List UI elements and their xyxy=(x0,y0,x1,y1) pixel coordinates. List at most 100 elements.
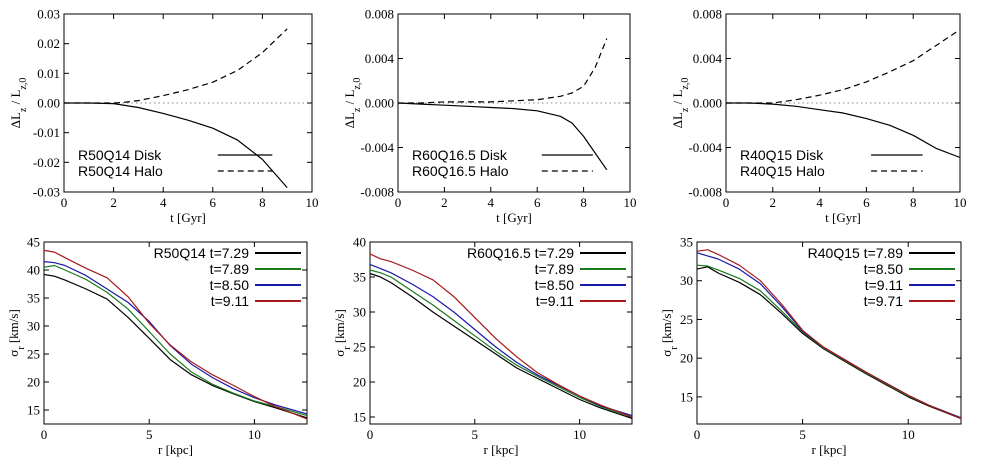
y-tick-label: 40 xyxy=(353,235,366,250)
x-tick-label: 4 xyxy=(160,195,167,210)
x-tick-label: 10 xyxy=(306,195,319,210)
y-label-part: [km/s] xyxy=(332,309,347,346)
y-tick-label: 45 xyxy=(27,235,40,250)
y-tick-label: -0.02 xyxy=(33,155,60,170)
y-label-subscript: z,0 xyxy=(680,78,691,90)
legend-label: R60Q16.5 Halo xyxy=(412,163,509,179)
y-tick-label: 0.00 xyxy=(37,96,60,111)
legend-label: t=7.89 xyxy=(210,261,250,277)
panel-4: 0 5 10 15 20 25 30 35 40 45 r [kpc] σr [km/s] R50Q14… xyxy=(6,235,308,457)
y-label-subscript: z xyxy=(352,107,363,112)
x-tick-label: 10 xyxy=(248,427,261,442)
x-tick-label: 6 xyxy=(534,195,541,210)
x-tick-label: 6 xyxy=(863,195,870,210)
legend-label: t=9.71 xyxy=(864,293,904,309)
y-axis-label: σr [km/s] xyxy=(659,309,680,357)
x-axis-label: r [kpc] xyxy=(811,442,846,457)
y-label-subscript: r xyxy=(342,346,353,350)
y-axis-label: ΔLz / Lz,0 xyxy=(670,78,691,129)
y-tick-label: -0.004 xyxy=(360,140,394,155)
series-line-1 xyxy=(696,266,962,420)
y-axis-label: σr [km/s] xyxy=(332,309,353,357)
x-tick-label: 8 xyxy=(910,195,917,210)
x-tick-label: 5 xyxy=(799,427,806,442)
y-tick-label: 15 xyxy=(27,403,40,418)
legend-label: R50Q14 Disk xyxy=(78,147,162,163)
legend-label: t=8.50 xyxy=(535,277,575,293)
x-tick-label: 0 xyxy=(367,427,374,442)
y-label-subscript: r xyxy=(669,346,680,350)
series-line-3 xyxy=(369,263,633,417)
y-label-part: [km/s] xyxy=(6,309,21,346)
y-label-part: / L xyxy=(8,90,23,108)
y-label-subscript: z,0 xyxy=(352,78,363,90)
y-label-part: σ xyxy=(6,350,21,357)
panel-1: 0 2 4 6 8 10 -0.03 -0.02 -0.01 0.00 0.01 0.02 0.03 t … xyxy=(8,7,319,226)
series-line-2 xyxy=(696,264,962,419)
x-tick-label: 0 xyxy=(723,195,730,210)
series-line-4 xyxy=(369,253,633,418)
legend-label: t=7.89 xyxy=(535,261,575,277)
y-label-part: σ xyxy=(332,350,347,357)
plot-frame xyxy=(369,241,633,425)
x-tick-label: 2 xyxy=(770,195,777,210)
x-axis-label: r [kpc] xyxy=(483,442,518,457)
legend-label: R50Q14 Halo xyxy=(78,163,163,179)
x-tick-label: 10 xyxy=(573,427,586,442)
y-tick-label: 30 xyxy=(680,273,693,288)
y-tick-label: 20 xyxy=(27,375,40,390)
y-tick-label: 0.008 xyxy=(693,7,722,22)
y-tick-label: 0.03 xyxy=(37,7,60,22)
y-tick-label: -0.01 xyxy=(33,125,60,140)
y-tick-label: 25 xyxy=(680,312,693,327)
x-tick-label: 0 xyxy=(694,427,701,442)
y-label-subscript: z,0 xyxy=(18,78,29,90)
y-label-subscript: r xyxy=(16,346,27,350)
y-label-part: / L xyxy=(342,90,357,108)
series-line-4 xyxy=(43,249,308,420)
y-label-subscript: z xyxy=(680,107,691,112)
legend-label: R50Q14 t=7.29 xyxy=(154,245,250,261)
y-tick-label: 0.008 xyxy=(365,7,394,22)
y-tick-label: 25 xyxy=(353,340,366,355)
x-axis-label: t [Gyr] xyxy=(170,210,206,225)
x-tick-label: 10 xyxy=(902,427,915,442)
y-tick-label: 15 xyxy=(680,389,693,404)
series-line-1 xyxy=(64,102,288,188)
y-tick-label: 0.004 xyxy=(365,51,395,66)
legend-label: t=9.11 xyxy=(865,277,903,293)
legend-label: t=8.50 xyxy=(210,277,250,293)
x-tick-label: 8 xyxy=(580,195,587,210)
x-tick-label: 5 xyxy=(472,427,479,442)
legend-label: R60Q16.5 t=7.29 xyxy=(467,245,574,261)
legend-label: R40Q15 Halo xyxy=(740,163,825,179)
y-tick-label: 15 xyxy=(353,410,366,425)
legend-label: t=8.50 xyxy=(864,261,904,277)
panel-3: 0 2 4 6 8 10 -0.008 -0.004 0.000 0.004 0.008 t [Gyr… xyxy=(670,7,967,226)
series-line-1 xyxy=(397,102,608,171)
x-tick-label: 0 xyxy=(41,427,48,442)
series-line-2 xyxy=(398,38,608,104)
y-label-part: / L xyxy=(670,90,685,108)
panel-2: 0 2 4 6 8 10 -0.008 -0.004 0.000 0.004 0.008 t [Gyr… xyxy=(342,7,637,226)
series-line-2 xyxy=(64,28,288,104)
x-tick-label: 10 xyxy=(954,195,967,210)
x-axis-label: t [Gyr] xyxy=(496,210,532,225)
panel-5: 0 5 10 15 20 25 30 35 40 r [kpc] σr [km/s] R60Q16.5… xyxy=(332,235,633,457)
legend-label: t=9.11 xyxy=(211,293,249,309)
y-tick-label: -0.008 xyxy=(360,185,394,200)
y-tick-label: -0.03 xyxy=(33,185,60,200)
legend-label: R40Q15 t=7.89 xyxy=(808,245,904,261)
x-axis-label: r [kpc] xyxy=(158,442,193,457)
x-axis-label: t [Gyr] xyxy=(825,210,861,225)
y-axis-label: ΔLz / Lz,0 xyxy=(8,78,29,129)
y-tick-label: 30 xyxy=(27,319,40,334)
series-line-1 xyxy=(43,273,308,419)
plot-frame xyxy=(696,241,962,425)
y-label-subscript: z xyxy=(18,107,29,112)
series-line-4 xyxy=(696,249,962,420)
y-tick-label: -0.008 xyxy=(688,185,722,200)
y-tick-label: 40 xyxy=(27,263,40,278)
y-tick-label: 0.000 xyxy=(365,96,394,111)
